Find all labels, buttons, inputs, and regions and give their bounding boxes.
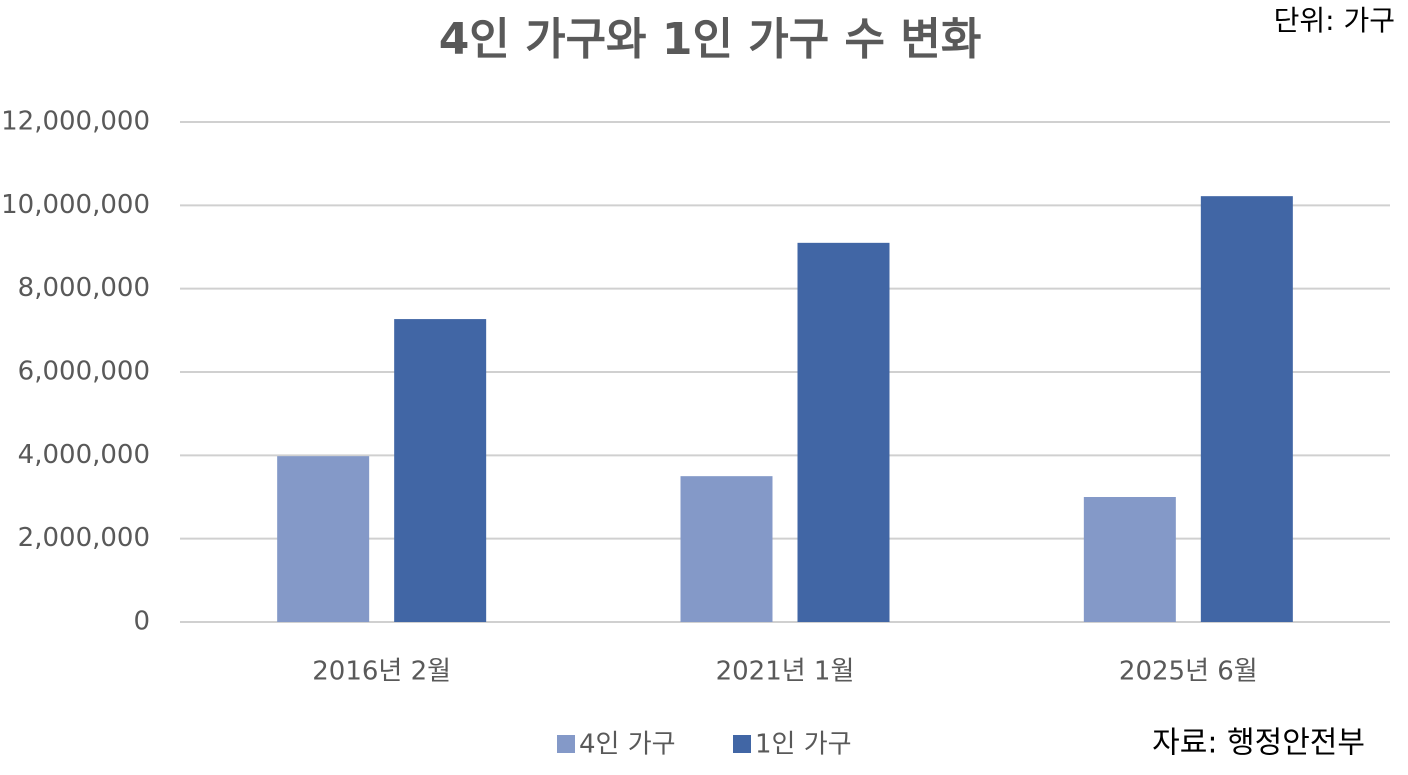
y-tick-label: 12,000,000: [1, 107, 150, 137]
y-tick-label: 8,000,000: [18, 273, 150, 303]
y-tick-label: 0: [133, 607, 150, 637]
y-tick-label: 10,000,000: [1, 190, 150, 220]
x-tick-label: 2016년 2월: [312, 657, 451, 687]
unit-note: 단위: 가구: [1274, 4, 1395, 37]
bar: [1083, 497, 1176, 622]
legend-label: 4인 가구: [579, 730, 676, 760]
y-tick-label: 2,000,000: [18, 523, 150, 553]
bar: [277, 456, 370, 622]
source-note: 자료: 행정안전부: [1152, 726, 1365, 761]
legend-swatch: [557, 735, 575, 753]
chart-title: 4인 가구와 1인 가구 수 변화: [439, 14, 982, 65]
bar: [1200, 196, 1293, 622]
y-tick-label: 4,000,000: [18, 440, 150, 470]
x-tick-label: 2021년 1월: [716, 657, 855, 687]
bar: [680, 476, 773, 622]
legend-swatch: [733, 735, 751, 753]
legend-label: 1인 가구: [755, 730, 852, 760]
y-tick-label: 6,000,000: [18, 357, 150, 387]
bar: [797, 242, 890, 623]
bar: [394, 319, 487, 622]
x-tick-label: 2025년 6월: [1119, 657, 1258, 687]
